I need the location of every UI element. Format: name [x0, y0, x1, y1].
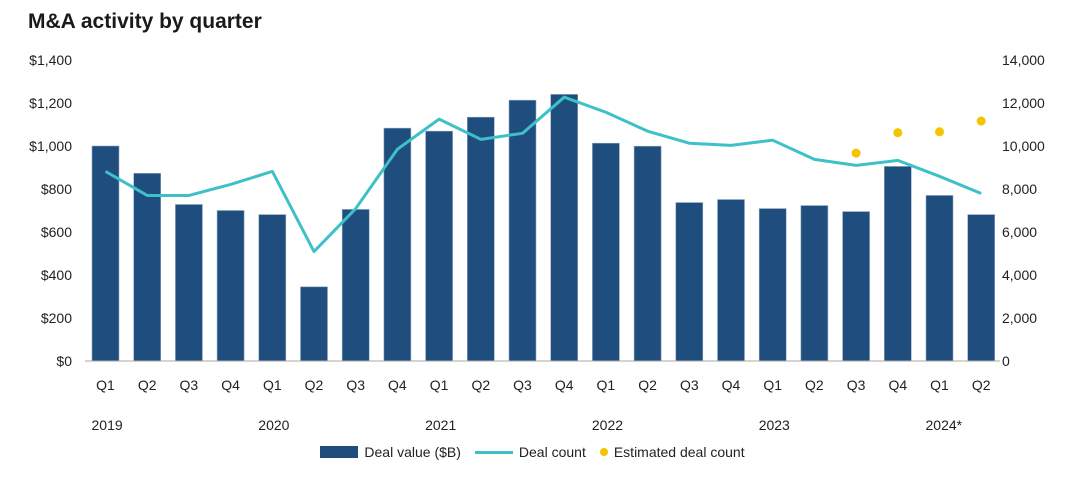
x-tick-label: Q2 [805, 377, 824, 393]
bar-deal-value [758, 208, 787, 362]
right-tick-label: 8,000 [1002, 181, 1037, 197]
bar-deal-value [133, 173, 161, 362]
year-label: 2021 [425, 417, 456, 433]
chart-title: M&A activity by quarter [28, 10, 262, 33]
bar-deal-value [717, 199, 745, 362]
right-tick-label: 0 [1002, 353, 1010, 369]
legend-item-deal-count: Deal count [474, 444, 586, 460]
left-tick-label: $0 [56, 353, 72, 369]
x-tick-label: Q3 [346, 377, 365, 393]
x-tick-label: Q1 [597, 377, 616, 393]
x-tick-label: Q4 [555, 377, 574, 393]
right-tick-label: 4,000 [1002, 267, 1037, 283]
right-tick-label: 6,000 [1002, 224, 1037, 240]
x-tick-label: Q3 [680, 377, 699, 393]
bar-deal-value [675, 202, 704, 362]
right-tick-label: 12,000 [1002, 95, 1045, 111]
bar-deal-value [800, 205, 829, 362]
left-tick-label: $800 [41, 181, 72, 197]
x-tick-label: Q1 [263, 377, 282, 393]
line-deal-count [104, 95, 982, 254]
right-tick-label: 10,000 [1002, 138, 1045, 154]
year-label: 2022 [592, 417, 623, 433]
x-tick-label: Q2 [471, 377, 490, 393]
legend-label: Estimated deal count [613, 444, 745, 460]
legend-swatch [320, 446, 359, 458]
legend-item-estimated: Estimated deal count [599, 444, 745, 460]
legend-swatch [599, 448, 608, 456]
left-tick-label: $1,200 [29, 95, 72, 111]
bar-deal-value [550, 94, 579, 362]
x-tick-label: Q3 [513, 377, 532, 393]
bar-deal-value [341, 209, 370, 362]
year-label: 2020 [258, 417, 289, 433]
x-tick-label: Q2 [305, 377, 324, 393]
x-tick-label: Q1 [930, 377, 949, 393]
legend-label: Deal count [518, 444, 586, 460]
bar-deal-value [967, 214, 996, 362]
bar-deal-value [91, 145, 120, 362]
x-tick-label: Q2 [138, 377, 157, 393]
left-tick-label: $200 [41, 310, 72, 326]
point-estimated-deal-count [851, 148, 861, 158]
bar-deal-value [925, 195, 954, 362]
bar-deal-value [216, 210, 245, 362]
bar-deal-value [592, 142, 620, 362]
bar-deal-value [300, 286, 328, 362]
right-tick-label: 2,000 [1002, 310, 1037, 326]
legend: Deal value ($B) Deal count Estimated dea… [0, 444, 1065, 460]
x-tick-label: Q1 [430, 377, 449, 393]
bar-deal-value [466, 116, 495, 362]
x-tick-label: Q4 [388, 377, 407, 393]
bar-deal-value [258, 214, 287, 362]
bar-deal-value [508, 99, 537, 362]
bar-deal-value [175, 204, 203, 362]
left-tick-label: $600 [41, 224, 72, 240]
left-tick-label: $1,000 [29, 138, 72, 154]
bar-deal-value [633, 145, 662, 362]
bar-deal-value [425, 130, 453, 362]
left-tick-label: $1,400 [29, 52, 72, 68]
x-tick-label: Q4 [221, 377, 240, 393]
point-estimated-deal-count [893, 128, 903, 138]
bar-deal-value [842, 211, 870, 362]
year-label: 2019 [92, 417, 123, 433]
x-tick-label: Q4 [722, 377, 741, 393]
x-tick-label: Q4 [888, 377, 907, 393]
x-tick-label: Q1 [763, 377, 782, 393]
year-label: 2024* [926, 417, 963, 433]
left-tick-label: $400 [41, 267, 72, 283]
x-tick-label: Q2 [638, 377, 657, 393]
legend-item-deal-value: Deal value ($B) [320, 444, 461, 460]
legend-swatch [474, 450, 513, 454]
x-tick-label: Q3 [180, 377, 199, 393]
bar-deal-value [883, 166, 912, 362]
legend-label: Deal value ($B) [364, 444, 461, 460]
year-label: 2023 [759, 417, 790, 433]
point-estimated-deal-count [976, 116, 986, 126]
point-estimated-deal-count [935, 127, 944, 137]
x-tick-label: Q3 [847, 377, 866, 393]
right-tick-label: 14,000 [1002, 52, 1045, 68]
x-tick-label: Q1 [96, 377, 115, 393]
x-tick-label: Q2 [972, 377, 991, 393]
